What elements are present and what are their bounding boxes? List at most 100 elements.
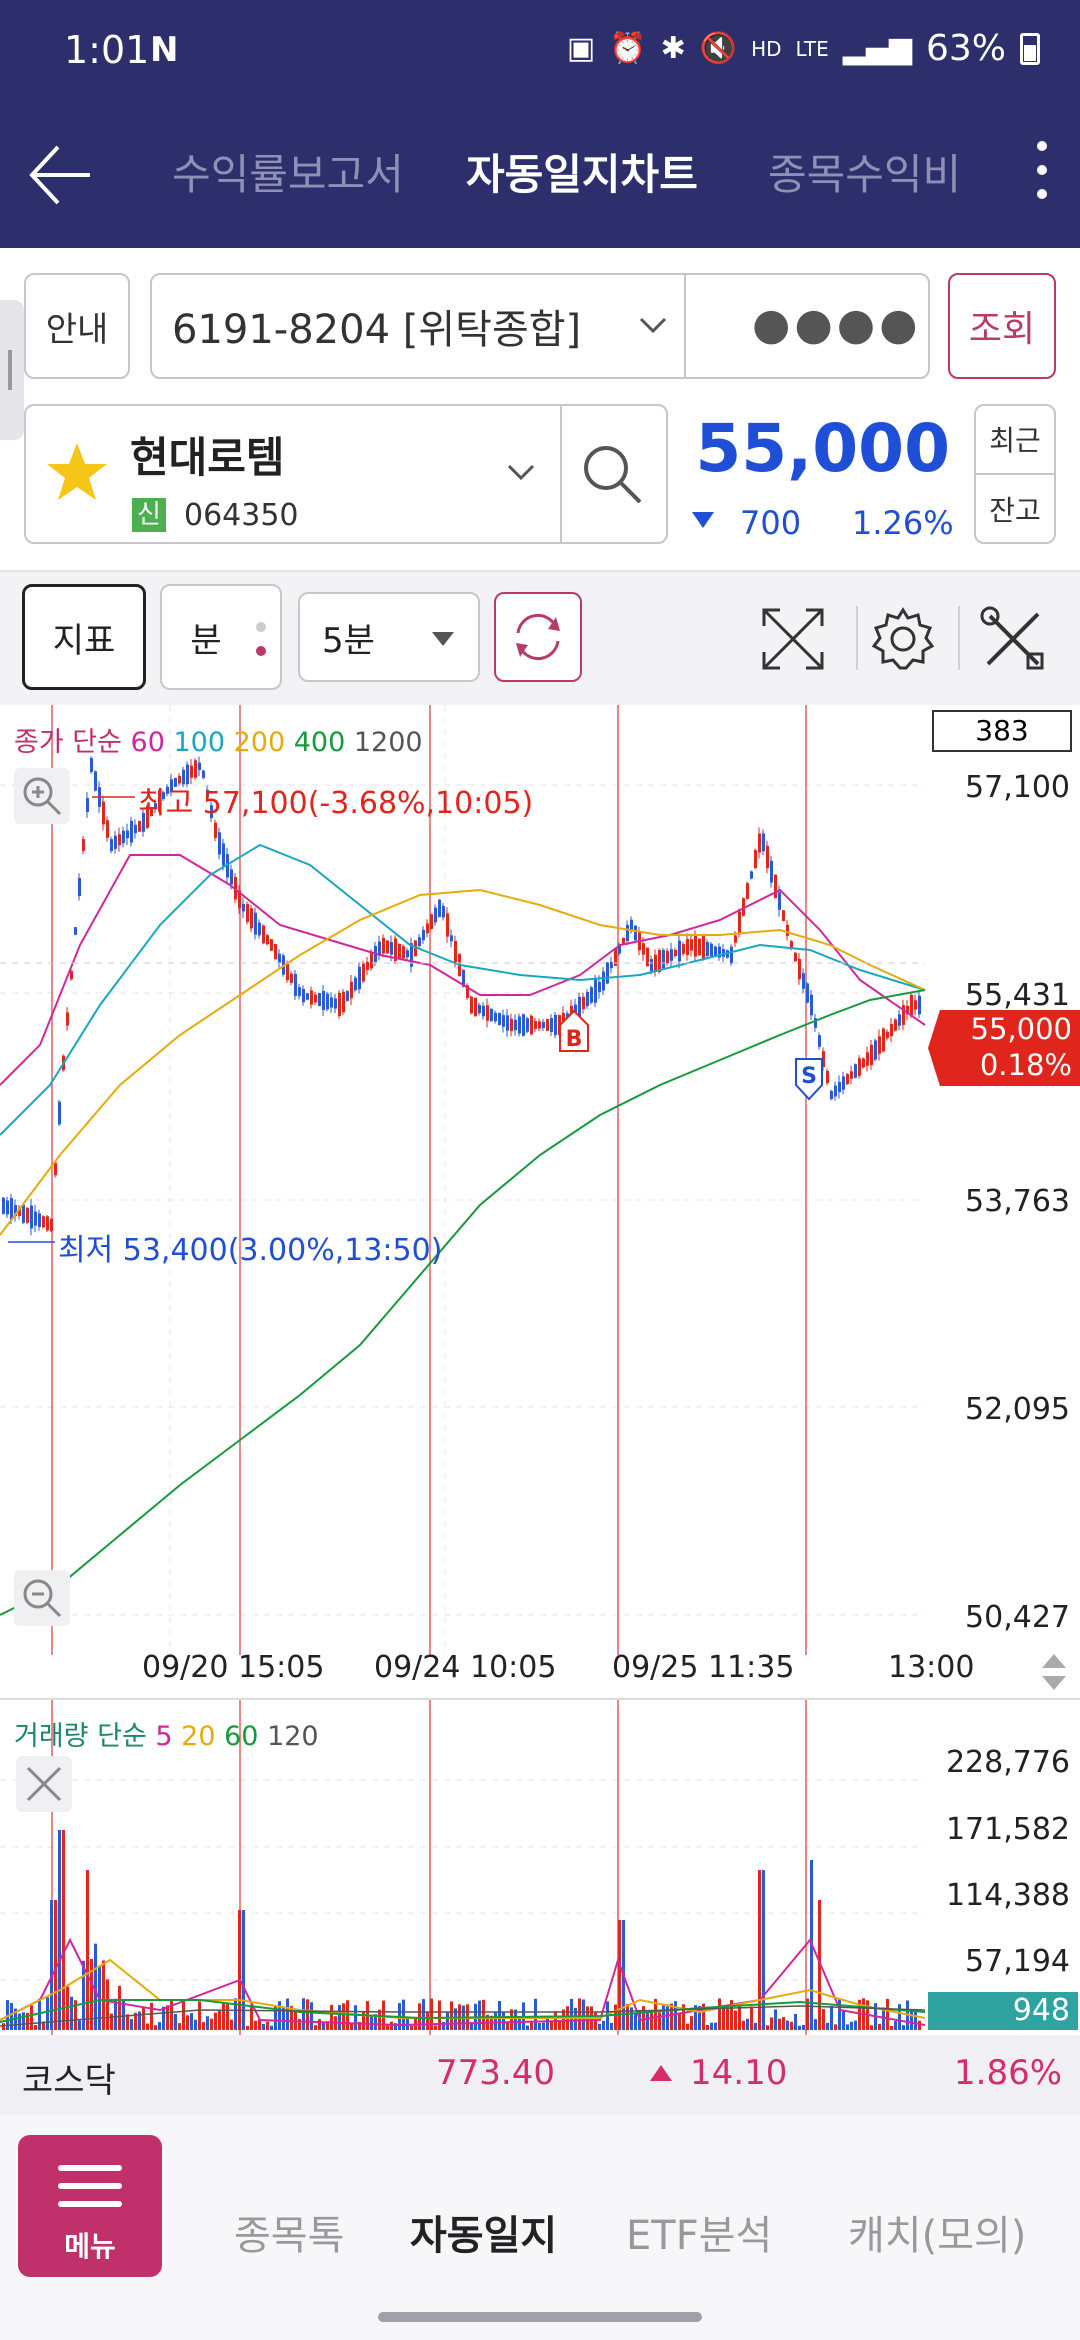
volume-bar: [202, 2022, 205, 2030]
volume-legend-prefix: 거래량 단순: [14, 1721, 147, 1752]
tools-icon[interactable]: [978, 604, 1048, 674]
stock-selector[interactable]: [24, 404, 668, 544]
account-select[interactable]: 6191-8204 [위탁종합] ●●●●: [150, 273, 930, 379]
candle-body: [418, 937, 421, 947]
volume-bar: [170, 1999, 173, 2030]
nav-stock-talk[interactable]: 종목톡: [234, 2213, 345, 2259]
favorite-star-icon[interactable]: [44, 440, 110, 506]
zoom-in-icon[interactable]: [14, 768, 70, 824]
price-chart[interactable]: BS: [0, 705, 1080, 1655]
search-icon[interactable]: [578, 440, 648, 510]
candle-body: [330, 997, 333, 1008]
volume-bar: [218, 2009, 221, 2030]
menu-button[interactable]: 메뉴: [18, 2135, 162, 2277]
volume-bar: [494, 2011, 497, 2030]
candle-body: [698, 938, 701, 956]
volume-bar: [350, 2023, 353, 2030]
recent-balance-toggle[interactable]: 최근 잔고: [974, 404, 1056, 544]
back-arrow-icon[interactable]: [26, 135, 106, 215]
candle-body: [54, 1162, 57, 1176]
volume-bar: [374, 2014, 377, 2030]
recent-label[interactable]: 최근: [989, 424, 1041, 457]
volume-bar: [110, 2013, 113, 2030]
volume-bar: [198, 2001, 201, 2030]
volume-bar: [134, 2012, 137, 2030]
candle-body: [410, 943, 413, 967]
chart-area[interactable]: [0, 705, 1080, 2035]
home-indicator[interactable]: [378, 2312, 702, 2322]
volume-bar: [126, 2014, 129, 2030]
guide-button[interactable]: 안내: [24, 273, 130, 379]
volume-bar: [270, 2025, 273, 2030]
candle-body: [226, 854, 229, 878]
expand-icon[interactable]: [758, 604, 828, 674]
scroll-updown-icon[interactable]: [1040, 1652, 1068, 1692]
volume-bar: [314, 2025, 317, 2030]
period-button[interactable]: 분: [160, 584, 282, 690]
candle-body: [358, 966, 361, 990]
volume-bar: [418, 2003, 421, 2030]
query-button[interactable]: 조회: [948, 273, 1056, 379]
nav-auto-journal[interactable]: 자동일지: [410, 2213, 558, 2259]
volume-chart[interactable]: [0, 1700, 1080, 2035]
volume-bar: [90, 1959, 93, 2030]
tab-auto-journal-chart[interactable]: 자동일지차트: [466, 150, 698, 199]
volume-bar: [358, 2021, 361, 2030]
volume-bar: [806, 1998, 809, 2030]
volume-bar: [22, 2012, 25, 2030]
close-volume-icon[interactable]: [16, 1756, 72, 1812]
candle-body: [322, 990, 325, 1011]
candle-body: [678, 940, 681, 962]
kosdaq-name: 코스닥: [22, 2061, 116, 2101]
tab-stock-profit[interactable]: 종목수익비: [768, 150, 962, 199]
volume-bar: [182, 2001, 185, 2030]
volume-bar: [734, 2010, 737, 2030]
candle-body: [2, 1197, 5, 1214]
candle-body: [194, 760, 197, 778]
volume-bar: [858, 1999, 861, 2030]
refresh-button[interactable]: [494, 592, 582, 682]
indicator-button[interactable]: 지표: [22, 584, 146, 690]
volume-bar: [738, 2005, 741, 2030]
volume-bar: [634, 2012, 637, 2030]
volume-bar: [550, 2020, 553, 2030]
interval-select[interactable]: 5분: [298, 592, 480, 682]
stock-chevron-down-icon[interactable]: [506, 462, 536, 482]
vol-ma-5: [0, 1937, 926, 2027]
ma-legend-60: 60: [130, 727, 165, 758]
volume-bar: [70, 1996, 73, 2030]
kosdaq-ticker[interactable]: 코스닥 773.40 14.10 1.86%: [0, 2035, 1080, 2115]
more-menu-icon[interactable]: [1024, 133, 1060, 223]
nav-catch-mock[interactable]: 캐치(모의): [848, 2213, 1027, 2259]
candle-body: [218, 832, 221, 855]
volume-bar: [894, 2020, 897, 2030]
volume-bar: [130, 2019, 133, 2030]
tab-profit-report[interactable]: 수익률보고서: [172, 150, 404, 199]
vol-y-tick-4: 57,194: [965, 1944, 1070, 1979]
nav-etf-analysis[interactable]: ETF분석: [626, 2213, 773, 2259]
candle-body: [634, 925, 637, 941]
volume-bar: [426, 2012, 429, 2030]
candle-body: [58, 1101, 61, 1125]
candle-body: [18, 1208, 21, 1216]
volume-bar: [278, 2001, 281, 2030]
vol-y-tick-1: 228,776: [945, 1745, 1070, 1780]
current-volume-tag: 948: [928, 1992, 1078, 2030]
candle-body: [614, 948, 617, 966]
zoom-out-icon[interactable]: [14, 1570, 70, 1626]
current-price-tag-pct: 0.18%: [979, 1048, 1072, 1082]
balance-label[interactable]: 잔고: [989, 494, 1041, 527]
volume-bar: [686, 2023, 689, 2030]
volume-bar: [898, 2004, 901, 2030]
side-drawer-handle[interactable]: [0, 300, 24, 440]
ma-legend-60: 60: [215, 1721, 259, 1752]
volume-bar: [362, 2010, 365, 2030]
candle-body: [190, 765, 193, 778]
hd-voice-icon: HD: [751, 36, 782, 61]
gear-icon[interactable]: [868, 604, 938, 674]
password-field[interactable]: ●●●●: [752, 299, 922, 350]
volume-bar: [658, 2012, 661, 2030]
alarm-icon: ⏰: [609, 31, 647, 66]
y-tick-4: 52,095: [965, 1392, 1070, 1427]
volume-bar: [826, 2022, 829, 2030]
